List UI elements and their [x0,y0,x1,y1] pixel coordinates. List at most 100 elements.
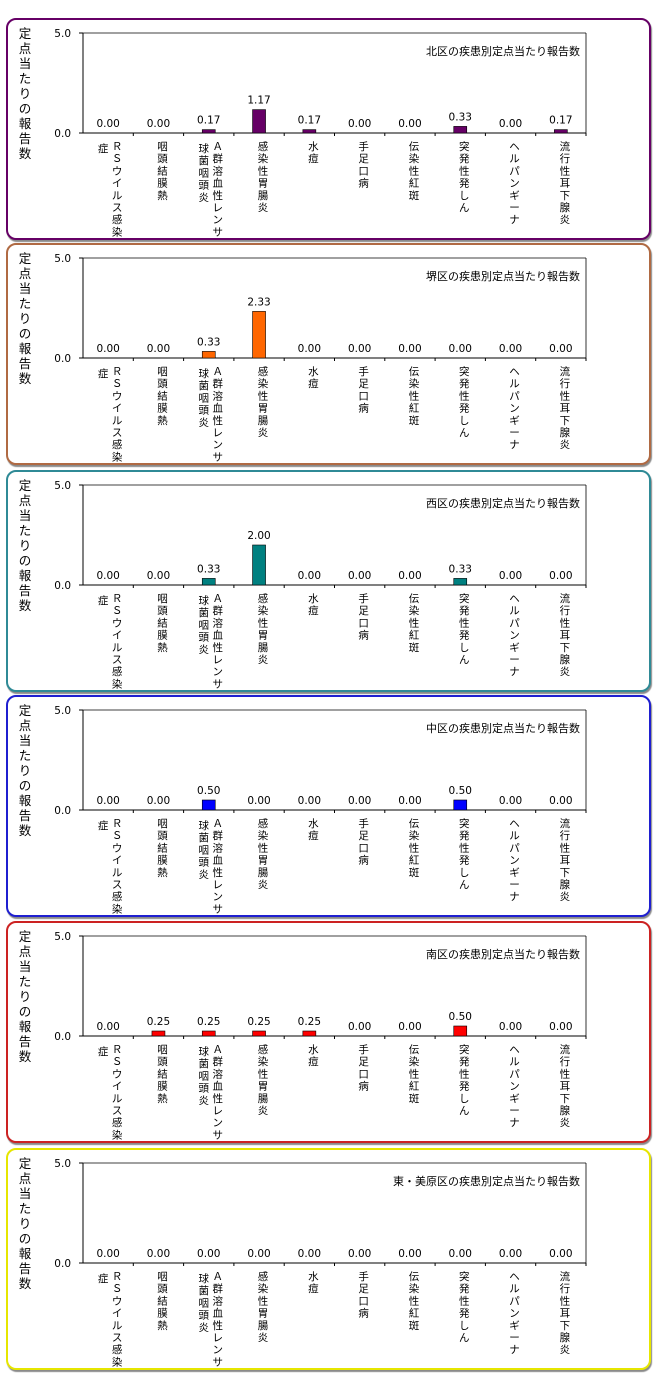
y-axis-label: 定点当たりの報告数 [18,478,32,613]
category-label: Ｒ [112,366,123,378]
data-label: 0.00 [348,570,371,582]
category-label: 頭 [199,857,210,869]
category-label: 口 [358,390,369,402]
data-label: 2.33 [247,296,270,308]
category-label: 痘 [308,604,319,617]
category-label: 感 [112,213,123,226]
category-label: イ [112,1081,123,1093]
category-label: 菌 [199,1058,210,1070]
category-label: ン [509,630,520,642]
category-label: 炎 [199,1095,210,1107]
category-label: 血 [213,1307,224,1320]
category-label: 胃 [258,1081,269,1093]
category-label: し [459,867,470,879]
category-label: 炎 [199,644,210,656]
category-label: レ [213,879,224,891]
category-label: パ [509,617,520,629]
category-label: 伝 [409,366,420,378]
category-label: 発 [459,177,470,190]
category-label: サ [213,1129,224,1141]
category-label: ル [112,1320,123,1332]
category-label: 紅 [409,178,420,190]
category-label: ス [112,1332,123,1344]
category-label: ル [509,1056,520,1068]
category-label: ル [112,867,123,879]
category-label: 行 [560,604,571,617]
category-label: ル [112,415,123,427]
category-label: 頭 [157,830,168,842]
y-tick-label: 0.0 [54,1031,71,1043]
category-label: 痘 [308,377,319,390]
y-tick-label: 5.0 [54,28,71,40]
category-label: 性 [560,841,571,854]
category-label: 突 [459,365,470,378]
category-label: 染 [409,152,420,165]
category-label: Ｓ [112,1056,123,1068]
data-label: 0.00 [298,570,321,582]
category-label: 行 [560,1055,571,1068]
category-label: 結 [157,389,168,402]
category-label: ル [112,642,123,654]
category-label: し [459,190,470,202]
category-label: ス [112,654,123,666]
category-label: 耳 [560,1081,571,1093]
category-label: 病 [358,1080,369,1093]
category-label: 発 [459,829,470,842]
category-label: レ [213,202,224,214]
category-label: 足 [358,378,369,390]
category-label: 炎 [258,879,269,891]
category-label: 口 [358,1295,369,1307]
category-label: ン [509,178,520,190]
category-label: ヘ [509,141,520,153]
data-label: 0.00 [449,343,472,355]
category-label: 口 [358,1068,369,1080]
category-label: 炎 [199,1322,210,1334]
category-label: Ｒ [112,141,123,153]
category-label: 手 [358,1043,369,1056]
category-label: 下 [560,415,571,427]
data-label: 0.00 [96,118,119,130]
category-label: 性 [213,641,224,654]
chart-title: 中区の疾患別定点当たり報告数 [426,721,580,735]
category-label: し [459,642,470,654]
chart-title: 北区の疾患別定点当たり報告数 [426,44,580,58]
category-label: 水 [308,366,319,378]
category-label: 咽 [157,1271,168,1283]
category-label: 斑 [409,641,420,654]
category-label: 症 [98,1045,109,1058]
category-label: 症 [98,1272,109,1285]
category-label: 熱 [157,866,168,879]
category-label: 斑 [409,189,420,202]
category-label: ス [112,427,123,439]
category-label: パ [509,165,520,177]
category-label: 溶 [213,1294,224,1307]
category-label: 腺 [560,426,571,439]
category-label: 咽 [157,593,168,605]
category-label: 球 [199,367,210,380]
category-label: 球 [199,1272,210,1285]
category-label: 染 [409,377,420,390]
category-label: レ [213,1332,224,1344]
category-label: 下 [560,867,571,879]
category-label: 発 [459,1282,470,1295]
category-label: レ [213,654,224,666]
category-label: 病 [358,854,369,867]
category-label: Ａ [213,366,224,378]
category-label: 染 [409,829,420,842]
category-label: ン [509,1081,520,1093]
data-label: 0.00 [549,343,572,355]
data-label: 0.00 [348,1021,371,1033]
category-label: Ｓ [112,153,123,165]
bar-chart: 5.00.0堺区の疾患別定点当たり報告数0.00ＲＳウイルス感染症0.00咽頭結… [54,253,587,463]
category-label: 行 [560,1282,571,1295]
category-label: 咽 [157,1044,168,1056]
category-label: 腺 [560,1104,571,1117]
category-label: ー [509,1105,520,1117]
category-label: ル [112,190,123,202]
category-label: 斑 [409,414,420,427]
category-label: 腸 [258,1320,269,1332]
category-label: 流 [560,1270,571,1283]
category-label: 染 [258,377,269,390]
category-label: 性 [409,1067,420,1080]
data-label: 0.00 [549,1021,572,1033]
